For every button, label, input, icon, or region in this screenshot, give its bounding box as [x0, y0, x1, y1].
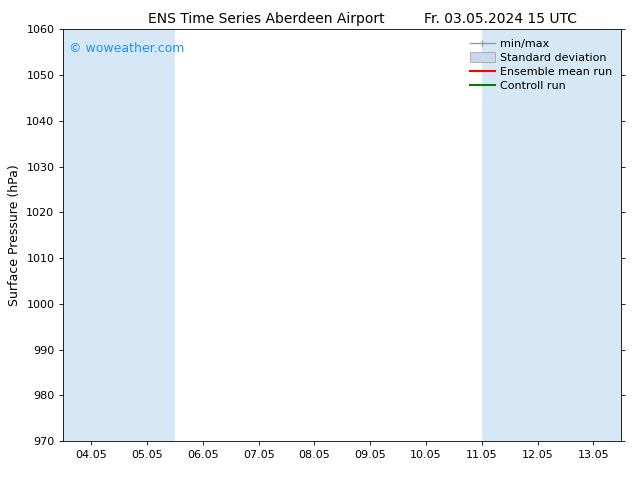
Legend: min/max, Standard deviation, Ensemble mean run, Controll run: min/max, Standard deviation, Ensemble me… [467, 35, 616, 95]
Text: ENS Time Series Aberdeen Airport: ENS Time Series Aberdeen Airport [148, 12, 385, 26]
Text: Fr. 03.05.2024 15 UTC: Fr. 03.05.2024 15 UTC [424, 12, 578, 26]
Bar [63, 29, 119, 441]
Bar [538, 29, 593, 441]
Bar [119, 29, 175, 441]
Y-axis label: Surface Pressure (hPa): Surface Pressure (hPa) [8, 164, 21, 306]
Bar [482, 29, 538, 441]
Bar [593, 29, 627, 441]
Text: © woweather.com: © woweather.com [69, 42, 184, 55]
